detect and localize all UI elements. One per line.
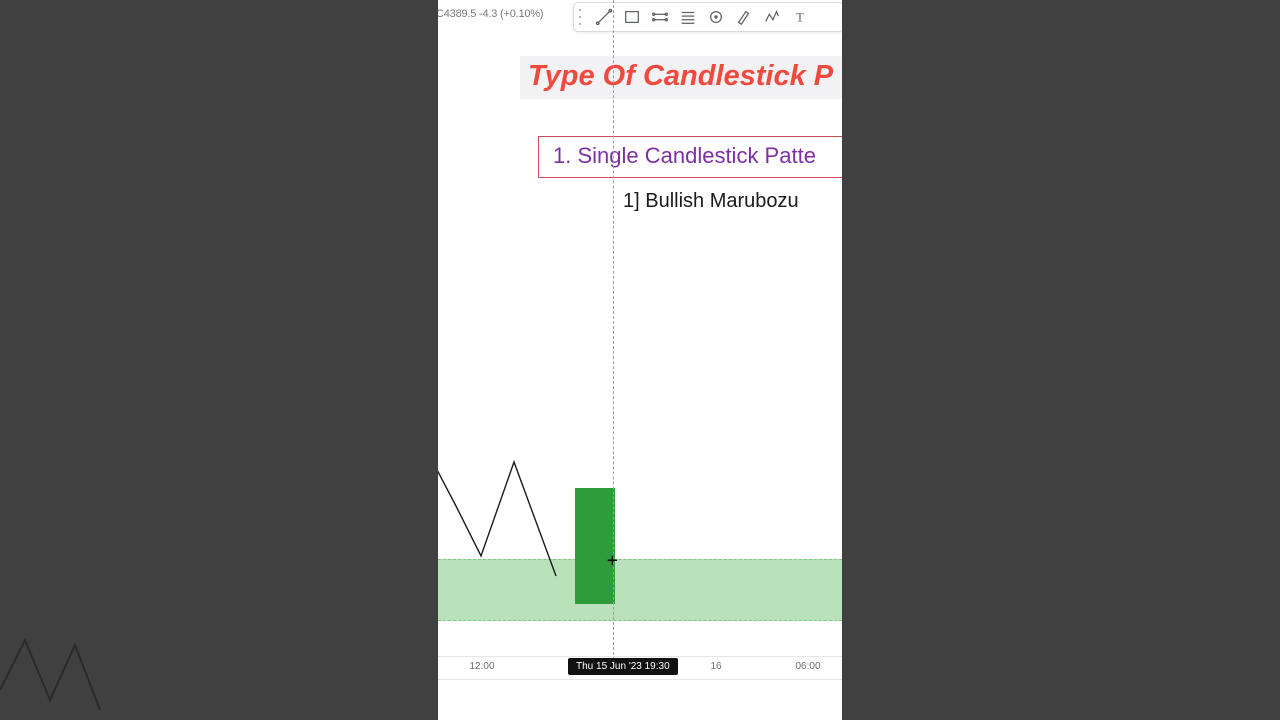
background-zigzag [0, 600, 120, 720]
axis-tick: 12:00 [469, 661, 494, 672]
svg-text:T: T [796, 11, 804, 25]
axis-tick: 06:00 [795, 661, 820, 672]
text-icon[interactable]: T [786, 4, 814, 30]
axis-tick: 16 [710, 661, 721, 672]
time-axis: 12:00 Thu 15 Jun '23 19:30 16 06:00 [438, 656, 842, 680]
toolbar-drag-handle[interactable] [578, 9, 586, 25]
fib-icon[interactable] [674, 4, 702, 30]
brush-icon[interactable] [730, 4, 758, 30]
axis-time-badge: Thu 15 Jun '23 19:30 [568, 658, 678, 675]
chart-viewport[interactable]: C4389.5 -4.3 (+0.10%) [438, 0, 842, 720]
section-heading-text: 1. Single Candlestick Patte [553, 143, 816, 168]
bullish-marubozu-candle [575, 488, 615, 604]
parallel-channel-icon[interactable] [646, 4, 674, 30]
support-zone [438, 559, 842, 621]
rectangle-icon[interactable] [618, 4, 646, 30]
page-title: Type Of Candlestick P [520, 56, 842, 99]
crosshair-vertical [613, 0, 614, 660]
pattern-name: 1] Bullish Marubozu [623, 190, 799, 213]
section-heading-box: 1. Single Candlestick Patte [538, 136, 842, 178]
circle-icon[interactable] [702, 4, 730, 30]
pattern-icon[interactable] [758, 4, 786, 30]
stage: C4389.5 -4.3 (+0.10%) [0, 0, 1280, 720]
ticker-readout: C4389.5 -4.3 (+0.10%) [438, 8, 543, 20]
